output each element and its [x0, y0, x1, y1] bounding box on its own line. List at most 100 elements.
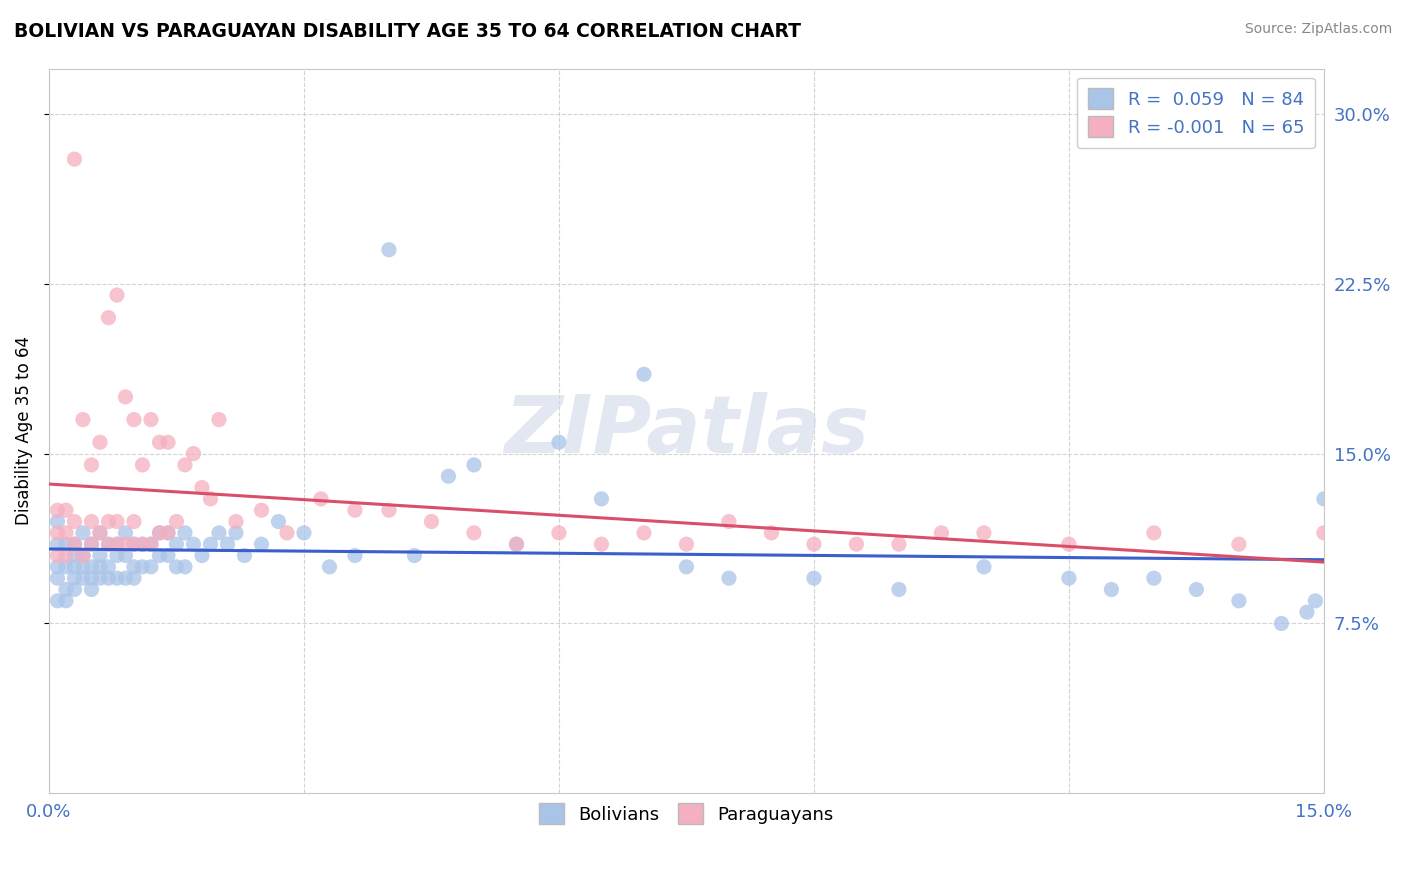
Point: [46, 503, 69, 517]
Point: [105, 571, 128, 585]
Point: [166, 537, 188, 551]
Point: [72, 549, 94, 563]
Point: [208, 525, 231, 540]
Point: [591, 537, 613, 551]
Point: [633, 525, 655, 540]
Point: [72, 412, 94, 426]
Point: [148, 525, 170, 540]
Point: [717, 571, 740, 585]
Point: [675, 537, 697, 551]
Point: [63, 582, 86, 597]
Y-axis label: Disability Age 35 to 64: Disability Age 35 to 64: [15, 336, 32, 525]
Point: [505, 537, 527, 551]
Point: [845, 537, 868, 551]
Point: [174, 458, 197, 472]
Point: [1227, 594, 1250, 608]
Point: [191, 549, 214, 563]
Point: [463, 458, 485, 472]
Point: [97, 537, 120, 551]
Point: [114, 571, 136, 585]
Point: [1313, 491, 1336, 506]
Text: Source: ZipAtlas.com: Source: ZipAtlas.com: [1244, 22, 1392, 37]
Point: [122, 412, 145, 426]
Point: [318, 559, 340, 574]
Point: [105, 288, 128, 302]
Point: [97, 571, 120, 585]
Point: [46, 515, 69, 529]
Point: [931, 525, 953, 540]
Point: [420, 515, 443, 529]
Point: [46, 559, 69, 574]
Point: [156, 525, 179, 540]
Point: [217, 537, 239, 551]
Point: [122, 559, 145, 574]
Point: [114, 525, 136, 540]
Point: [122, 515, 145, 529]
Point: [973, 559, 995, 574]
Point: [105, 549, 128, 563]
Point: [55, 537, 77, 551]
Point: [174, 559, 197, 574]
Point: [378, 243, 401, 257]
Point: [89, 435, 111, 450]
Point: [1099, 582, 1122, 597]
Text: BOLIVIAN VS PARAGUAYAN DISABILITY AGE 35 TO 64 CORRELATION CHART: BOLIVIAN VS PARAGUAYAN DISABILITY AGE 35…: [14, 22, 801, 41]
Point: [166, 559, 188, 574]
Point: [139, 559, 162, 574]
Point: [1185, 582, 1208, 597]
Point: [55, 525, 77, 540]
Point: [46, 594, 69, 608]
Point: [1057, 537, 1080, 551]
Point: [139, 537, 162, 551]
Point: [276, 525, 298, 540]
Point: [63, 537, 86, 551]
Point: [156, 435, 179, 450]
Point: [89, 525, 111, 540]
Point: [131, 559, 153, 574]
Point: [46, 549, 69, 563]
Point: [761, 525, 783, 540]
Point: [46, 525, 69, 540]
Point: [156, 525, 179, 540]
Point: [89, 559, 111, 574]
Point: [1227, 537, 1250, 551]
Point: [378, 503, 401, 517]
Point: [114, 537, 136, 551]
Point: [1143, 571, 1166, 585]
Point: [46, 537, 69, 551]
Point: [200, 491, 222, 506]
Point: [309, 491, 332, 506]
Point: [46, 571, 69, 585]
Point: [72, 549, 94, 563]
Point: [55, 549, 77, 563]
Point: [437, 469, 460, 483]
Point: [973, 525, 995, 540]
Point: [633, 368, 655, 382]
Point: [1305, 594, 1327, 608]
Point: [63, 549, 86, 563]
Point: [803, 537, 825, 551]
Point: [803, 571, 825, 585]
Point: [80, 582, 103, 597]
Point: [63, 515, 86, 529]
Point: [131, 537, 153, 551]
Point: [139, 537, 162, 551]
Point: [80, 537, 103, 551]
Point: [97, 515, 120, 529]
Point: [80, 571, 103, 585]
Text: ZIPatlas: ZIPatlas: [503, 392, 869, 470]
Point: [114, 549, 136, 563]
Point: [148, 435, 170, 450]
Point: [55, 582, 77, 597]
Point: [97, 310, 120, 325]
Point: [1057, 571, 1080, 585]
Point: [122, 537, 145, 551]
Point: [63, 559, 86, 574]
Point: [1270, 616, 1292, 631]
Point: [55, 503, 77, 517]
Point: [63, 152, 86, 166]
Point: [183, 537, 205, 551]
Point: [887, 537, 910, 551]
Point: [1143, 525, 1166, 540]
Point: [463, 525, 485, 540]
